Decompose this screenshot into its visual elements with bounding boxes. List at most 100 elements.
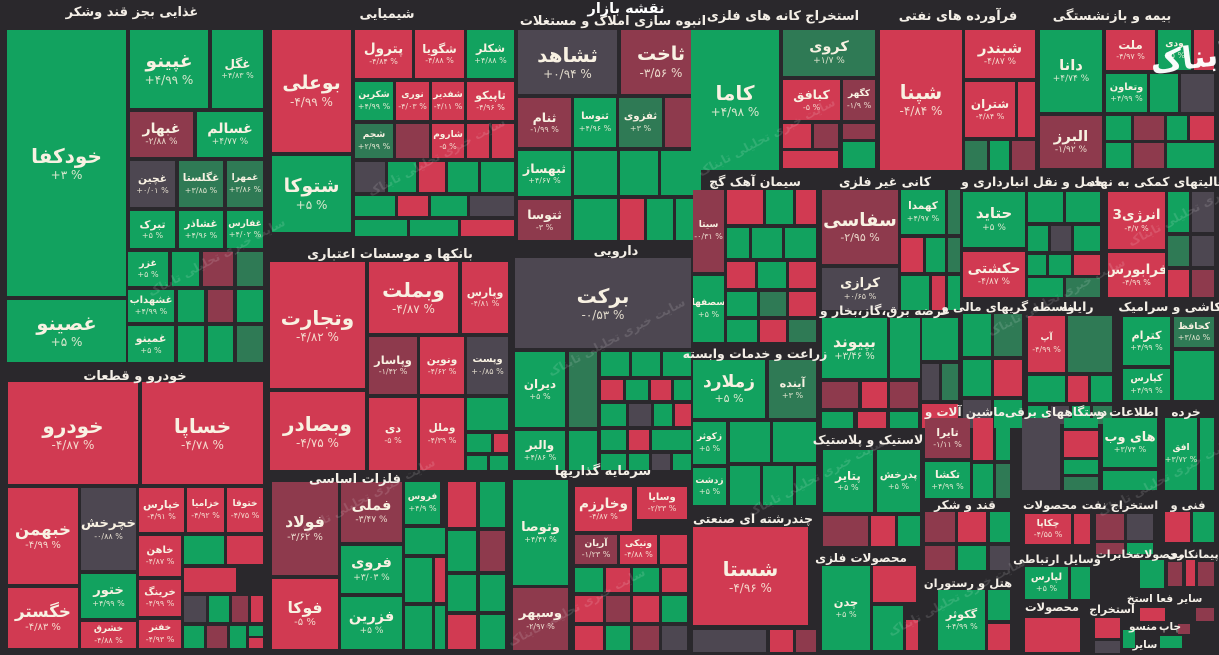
treemap-tile[interactable] [796, 466, 816, 505]
treemap-tile[interactable] [873, 606, 903, 650]
treemap-tile-سفاسی[interactable]: سفاسی -۲/۹۵ % [822, 190, 898, 264]
treemap-tile[interactable] [973, 464, 993, 498]
treemap-tile[interactable] [629, 404, 651, 426]
treemap-tile[interactable] [948, 238, 960, 272]
treemap-tile[interactable] [237, 326, 263, 362]
treemap-tile[interactable] [858, 412, 886, 428]
treemap-tile-شجم[interactable]: شجم +۲/۹۹ % [355, 124, 393, 158]
treemap-tile[interactable] [763, 466, 793, 505]
treemap-tile[interactable] [606, 626, 630, 650]
treemap-tile[interactable] [606, 596, 630, 622]
treemap-tile[interactable] [654, 404, 672, 426]
treemap-tile-بپیوند[interactable]: بپیوند +۳/۴۶ % [822, 318, 887, 378]
treemap-tile-وسپهر[interactable]: وسپهر -۲/۹۷ % [513, 588, 568, 650]
treemap-tile-دیران[interactable]: دیران +۵ % [515, 352, 565, 427]
treemap-tile-غفارس[interactable]: غفارس +۴/۰۲ % [227, 211, 263, 248]
treemap-tile[interactable] [480, 531, 505, 571]
treemap-tile-وملل[interactable]: وملل -۴/۳۹ % [420, 398, 464, 470]
treemap-tile-دانا[interactable]: دانا +۴/۷۴ % [1040, 30, 1102, 112]
treemap-tile[interactable] [1028, 226, 1048, 251]
treemap-tile-کهمدا[interactable]: کهمدا +۴/۹۷ % [901, 190, 945, 234]
treemap-tile[interactable] [652, 430, 691, 450]
treemap-tile[interactable] [398, 196, 428, 216]
treemap-tile-شکلر[interactable]: شکلر +۴/۸۸ % [467, 30, 514, 78]
treemap-tile[interactable] [994, 360, 1022, 396]
treemap-tile[interactable] [796, 630, 816, 652]
treemap-tile[interactable] [237, 252, 263, 286]
treemap-tile[interactable] [783, 151, 838, 168]
treemap-tile-غمینو[interactable]: غمینو +۵ % [128, 326, 174, 362]
treemap-tile[interactable] [448, 162, 478, 192]
treemap-tile[interactable] [730, 466, 760, 505]
treemap-tile[interactable] [1096, 543, 1124, 554]
treemap-tile[interactable] [1140, 560, 1164, 588]
treemap-tile[interactable] [1022, 418, 1060, 490]
treemap-tile[interactable] [1200, 418, 1214, 490]
treemap-tile-زدشت[interactable]: زدشت +۵ % [693, 468, 726, 505]
treemap-tile[interactable] [355, 162, 385, 192]
treemap-tile[interactable] [1074, 514, 1090, 544]
treemap-tile[interactable] [575, 568, 603, 592]
treemap-tile-خبهمن[interactable]: خبهمن -۴/۹۹ % [8, 488, 78, 584]
treemap-tile[interactable] [481, 162, 514, 192]
treemap-tile[interactable] [1160, 636, 1182, 648]
treemap-tile-فرابورس[interactable]: فرابورس -۴/۹۹ % [1108, 253, 1165, 297]
treemap-tile[interactable] [355, 196, 395, 216]
treemap-tile[interactable] [633, 568, 659, 592]
treemap-tile-خودکفا[interactable]: خودکفا +۳ % [7, 30, 126, 296]
treemap-tile[interactable] [1150, 74, 1178, 112]
treemap-tile[interactable] [1028, 376, 1065, 402]
treemap-tile-وبملت[interactable]: وبملت -۴/۸۷ % [369, 262, 458, 333]
treemap-tile-کاما[interactable]: کاما +۴/۹۸ % [691, 30, 779, 170]
treemap-tile[interactable] [633, 626, 659, 650]
treemap-tile[interactable] [207, 626, 227, 648]
treemap-tile[interactable] [396, 124, 429, 158]
treemap-tile-خاهن[interactable]: خاهن -۴/۸۷ % [139, 536, 181, 576]
treemap-tile-وپست[interactable]: وپست +۰/۸۵ % [467, 337, 508, 394]
treemap-tile[interactable] [601, 430, 626, 450]
treemap-tile-غمهرا[interactable]: غمهرا +۳/۸۶ % [227, 161, 263, 207]
treemap-tile-چکاپا[interactable]: چکاپا -۴/۵۵ % [1025, 514, 1071, 544]
treemap-tile-وپاسار[interactable]: وپاسار -۱/۴۲ % [369, 337, 417, 394]
treemap-tile[interactable] [1066, 192, 1100, 222]
treemap-tile-غگل[interactable]: غگل +۴/۸۳ % [212, 30, 263, 108]
treemap-tile-البرز[interactable]: البرز -۱/۹۲ % [1040, 116, 1102, 168]
treemap-tile[interactable] [470, 196, 514, 216]
treemap-tile-خفنر[interactable]: خفنر -۴/۹۳ % [139, 620, 181, 648]
treemap-tile-وبصادر[interactable]: وبصادر -۴/۷۵ % [270, 392, 365, 470]
treemap-tile-ودی[interactable]: ودی +۵ % [1158, 30, 1191, 70]
treemap-tile[interactable] [1167, 143, 1214, 168]
treemap-tile[interactable] [1071, 567, 1090, 599]
treemap-tile[interactable] [990, 512, 1010, 542]
treemap-tile[interactable] [1186, 560, 1195, 586]
treemap-tile[interactable] [785, 228, 816, 258]
treemap-tile-شتران[interactable]: شتران -۴/۸۴ % [965, 82, 1015, 137]
treemap-tile-ختور[interactable]: ختور +۴/۹۹ % [81, 574, 136, 618]
treemap-tile[interactable] [675, 404, 691, 426]
treemap-tile[interactable] [251, 596, 263, 622]
treemap-tile-خشرق[interactable]: خشرق -۴/۸۸ % [81, 622, 136, 648]
treemap-tile-حتاید[interactable]: حتاید +۵ % [963, 192, 1025, 247]
treemap-tile-غبهار[interactable]: غبهار -۲/۸۸ % [130, 112, 193, 157]
treemap-tile[interactable] [890, 412, 918, 428]
treemap-tile-ثنام[interactable]: ثنام -۱/۹۹ % [518, 98, 571, 147]
treemap-tile[interactable] [480, 482, 505, 527]
treemap-tile[interactable] [1096, 514, 1124, 540]
treemap-tile-خزامیا[interactable]: خزامیا -۴/۹۲ % [187, 488, 224, 532]
treemap-tile[interactable] [651, 380, 671, 400]
treemap-tile[interactable] [973, 418, 993, 460]
treemap-tile-زملارد[interactable]: زملارد +۵ % [693, 360, 765, 418]
treemap-tile[interactable] [574, 151, 617, 195]
treemap-tile[interactable] [922, 318, 958, 360]
treemap-tile[interactable] [569, 431, 597, 470]
treemap-tile[interactable] [1068, 316, 1112, 372]
treemap-tile[interactable] [431, 196, 467, 216]
treemap-tile[interactable] [843, 124, 875, 139]
treemap-tile[interactable] [480, 615, 505, 649]
treemap-tile[interactable] [1168, 236, 1189, 266]
treemap-tile[interactable] [435, 606, 445, 649]
treemap-tile[interactable] [1127, 514, 1153, 540]
treemap-tile[interactable] [758, 262, 786, 288]
treemap-tile[interactable] [1134, 116, 1164, 140]
treemap-tile[interactable] [965, 141, 987, 170]
